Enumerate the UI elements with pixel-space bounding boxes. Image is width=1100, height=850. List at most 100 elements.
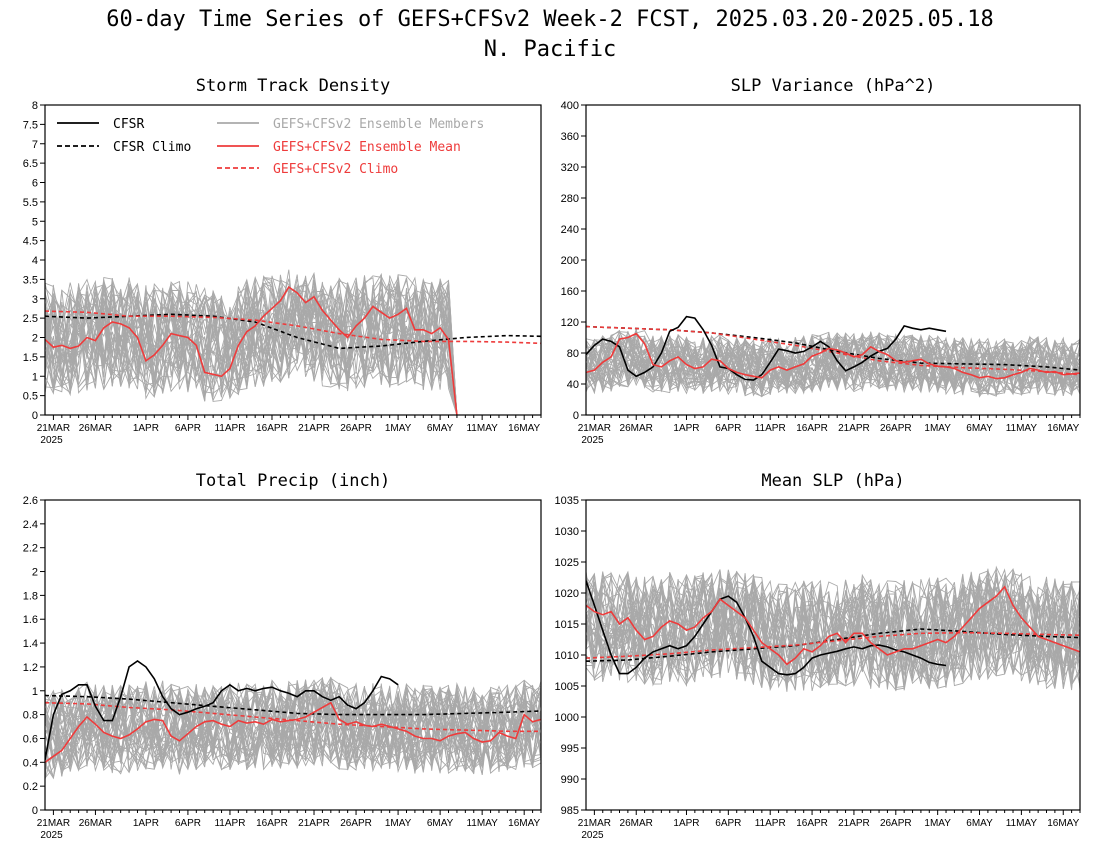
y-tick-label: 1035 [555,495,579,507]
y-tick-label: 1030 [555,526,579,538]
member-line [45,680,541,770]
chart-panel-2: SLP Variance (hPa^2) 0 40 80 120 160 200 240 280… [561,76,1081,446]
y-tick-label: 0 [32,410,38,422]
x-tick-label: 26MAR [79,818,112,829]
legend-label: GEFS+CFSv2 Ensemble Mean [273,140,461,155]
chart-panel-3: Total Precip (inch) 0 0.2 0.4 0.6 0.8 1 1.2 1.4 1… [23,471,542,841]
y-tick-label: 1.2 [23,662,38,674]
member-line [45,278,458,415]
y-tick-label: 1.4 [23,638,38,650]
series-line-gefs-cfsv2-climo [45,701,541,733]
y-tick-label: 1.8 [23,590,38,602]
x-tick-label: 26APR [880,818,912,829]
x-tick-label: 6MAY [966,423,993,434]
y-tick-label: 2.2 [23,543,38,555]
x-tick-label: 26MAR [79,423,112,434]
plot-area [45,660,541,780]
x-tick-label: 21MAR [37,818,70,829]
y-tick-label: 5 [32,216,38,228]
member-line [586,335,1080,396]
x-year-label: 2025 [40,435,63,446]
x-tick-label: 11MAY [1006,423,1038,434]
y-tick-label: 1005 [555,681,579,693]
y-tick-label: 200 [561,255,579,267]
x-tick-label: 21APR [298,423,330,434]
y-tick-label: 80 [567,348,579,360]
x-tick-label: 11MAY [466,423,498,434]
y-tick-label: 7 [32,139,38,151]
member-line [45,277,458,415]
x-tick-label: 26APR [340,423,372,434]
panel-title: Storm Track Density [196,76,390,96]
series-line-cfsr [586,580,947,676]
plot-frame [44,499,542,811]
series-line-cfsr [586,315,947,381]
member-line [586,574,1080,687]
y-tick-label: 280 [561,193,579,205]
x-tick-label: 6MAY [966,818,993,829]
y-tick-label: 0.5 [23,391,38,403]
series-line-gefs-cfsv2-climo [45,310,541,345]
x-tick-label: 26APR [880,423,912,434]
x-tick-label: 16APR [256,423,288,434]
x-tick-label: 16APR [796,818,828,829]
y-tick-label: 1010 [555,650,579,662]
series-line-gefs-cfsv2-ensemble-mean [45,701,541,763]
series-line-cfsr-climo [586,628,1080,662]
y-tick-label: 2.6 [23,495,38,507]
y-tick-label: 8 [32,100,38,112]
y-tick-label: 990 [561,774,579,786]
y-tick-label: 0.6 [23,733,38,745]
y-tick-label: 1020 [555,588,579,600]
x-tick-label: 26MAR [620,423,653,434]
y-tick-label: 1015 [555,619,579,631]
panel-title: SLP Variance (hPa^2) [731,76,936,96]
figure-title: 60-day Time Series of GEFS+CFSv2 Week-2 … [106,7,993,32]
member-line [586,334,1080,395]
y-tick-label: 320 [561,162,579,174]
y-tick-label: 1000 [555,712,579,724]
x-tick-label: 1MAY [924,818,951,829]
panel-title: Mean SLP (hPa) [761,471,904,491]
x-tick-label: 6APR [715,423,741,434]
x-tick-label: 21APR [838,423,870,434]
member-line [586,574,1080,691]
member-line [586,568,1080,686]
x-tick-label: 6MAY [427,818,454,829]
member-line [586,332,1080,394]
x-tick-label: 16APR [796,423,828,434]
series-line-gefs-cfsv2-ensemble-mean [586,585,1080,666]
y-tick-label: 0.2 [23,781,38,793]
figure-subtitle: N. Pacific [484,37,616,62]
series-line-cfsr [45,660,399,761]
y-tick-label: 6.5 [23,158,38,170]
x-tick-label: 26APR [340,818,372,829]
y-tick-label: 0 [573,410,579,422]
y-tick-label: 6 [32,178,38,190]
y-tick-label: 240 [561,224,579,236]
y-tick-label: 0.4 [23,757,38,769]
legend-label: GEFS+CFSv2 Ensemble Members [273,117,484,132]
y-tick-label: 360 [561,131,579,143]
y-tick-label: 1.5 [23,352,38,364]
chart-panel-4: Mean SLP (hPa) 985 990 995 1000 1005 1010 1015 1… [555,471,1081,841]
ensemble-members [586,328,1080,398]
y-tick-label: 3.5 [23,274,38,286]
chart-panels: Storm Track Density 0 0.5 1 1.5 2 2.5 3 3.5 4 4.5 5… [23,76,1081,841]
series-line-gefs-cfsv2-climo [586,325,1080,376]
member-line [45,683,541,772]
legend-label: CFSR Climo [113,140,191,155]
x-tick-label: 21MAR [37,423,70,434]
plot-area [45,269,541,415]
y-tick-label: 120 [561,317,579,329]
ensemble-members [45,676,541,780]
x-tick-label: 11MAY [466,818,498,829]
y-tick-label: 400 [561,100,579,112]
x-tick-label: 1MAY [924,423,951,434]
series-line-cfsr-climo [45,694,541,716]
y-tick-label: 1 [32,686,38,698]
x-tick-label: 11APR [214,818,245,829]
x-tick-label: 21APR [838,818,870,829]
x-tick-label: 1APR [133,423,159,434]
panel-title: Total Precip (inch) [196,471,390,491]
